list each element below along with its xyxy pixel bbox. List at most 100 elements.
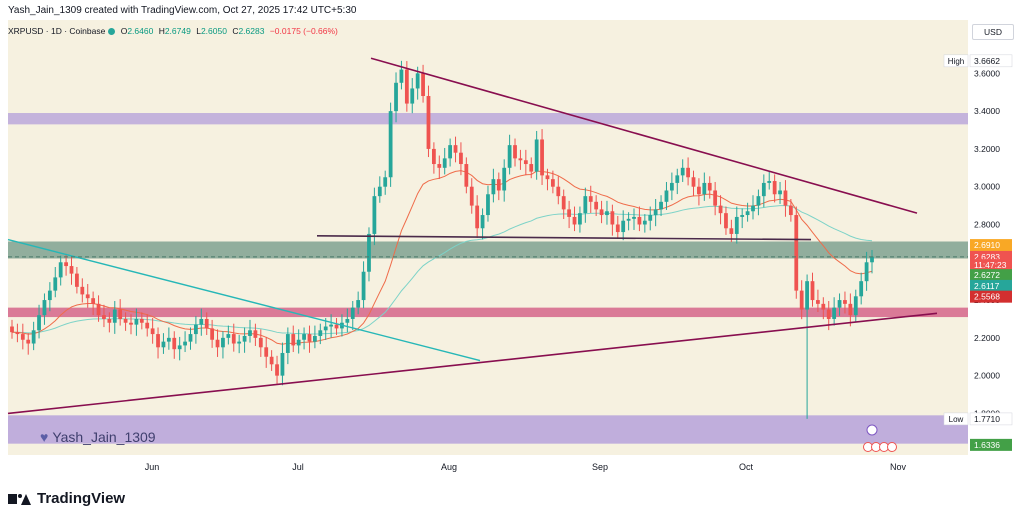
candle-body: [112, 309, 117, 323]
candle-body: [843, 300, 847, 304]
candle-body: [724, 213, 728, 229]
y-tick-label: 3.2000: [974, 144, 1000, 154]
candle-body: [269, 356, 274, 365]
candle-body: [453, 145, 458, 153]
candle-body: [653, 209, 658, 216]
x-tick-label: Aug: [441, 462, 457, 472]
candle-body: [118, 309, 123, 319]
cyan-trendline: [7, 238, 481, 362]
candle-body: [150, 328, 155, 335]
tradingview-logo[interactable]: TradingView: [8, 490, 125, 507]
candle-body: [383, 177, 388, 187]
candle-body: [513, 145, 517, 159]
candle-body: [540, 139, 544, 176]
candle-body: [523, 160, 528, 165]
candle-body: [26, 339, 31, 344]
candle-body: [572, 216, 577, 225]
candle-body: [669, 182, 674, 191]
candle-body: [129, 322, 133, 325]
candle-body: [480, 215, 485, 229]
price-label-value: 2.6910: [974, 240, 1000, 250]
candle-body: [805, 281, 809, 310]
candle-body: [313, 335, 317, 342]
candle-body: [285, 334, 290, 353]
candle-body: [37, 315, 41, 331]
price-label-box: [970, 239, 1012, 252]
candle-body: [80, 286, 85, 295]
market-status-icon: [108, 28, 116, 35]
candle-body: [778, 190, 782, 195]
candle-body: [686, 167, 690, 178]
candle-body: [816, 300, 820, 304]
candle-body: [556, 186, 561, 197]
candle-body: [550, 179, 555, 187]
price-label-value: 3.6662: [974, 56, 1000, 66]
candle-body: [372, 196, 377, 234]
candle-body: [675, 175, 680, 183]
candle-body: [426, 96, 431, 149]
zone-resistance: [8, 113, 968, 125]
candle-body: [718, 205, 723, 214]
candle-body: [145, 322, 150, 329]
candle-body: [177, 345, 182, 350]
price-label-value: 2.5568: [974, 292, 1000, 302]
candle-body: [502, 167, 507, 191]
price-label-box: [970, 290, 1012, 303]
price-label-box: [969, 412, 1013, 426]
candle-body: [166, 337, 171, 342]
candle-body: [350, 307, 355, 319]
candle-body: [329, 324, 334, 327]
candle-body: [697, 186, 701, 195]
price-label-box: [970, 259, 1012, 272]
candle-body: [561, 196, 566, 210]
candle-body: [302, 334, 306, 340]
ticker-line: XRPUSD · 1D · Coinbase O2.6460 H2.6749 L…: [8, 26, 338, 36]
candle-body: [31, 330, 36, 344]
x-tick-label: Sep: [592, 462, 608, 472]
candle-body: [296, 339, 301, 346]
candle-body: [594, 201, 599, 210]
price-tag-text: High: [948, 57, 964, 66]
price-tag-label: [943, 412, 969, 426]
candle-body: [588, 196, 593, 202]
dividend-event-icon: [866, 424, 878, 436]
candle-body: [404, 69, 409, 104]
candle-body: [442, 158, 447, 168]
price-axis: [968, 20, 1016, 455]
candle-body: [626, 218, 631, 221]
candle-body: [648, 215, 653, 221]
candle-body: [415, 73, 420, 89]
y-tick-label: 2.0000: [974, 371, 1000, 381]
candle-body: [248, 330, 252, 336]
price-tag-text: Low: [949, 415, 964, 424]
price-label-value: 2.6117: [974, 281, 1000, 291]
candle-body: [545, 175, 550, 180]
symbol-label[interactable]: XRPUSD · 1D · Coinbase: [8, 26, 106, 36]
ascending-trendline: [7, 312, 938, 415]
candle-body: [788, 205, 793, 216]
y-tick-label: 3.6000: [974, 68, 1000, 78]
candle-body: [810, 281, 815, 301]
candle-body: [691, 177, 696, 187]
earnings-event-icon: [887, 442, 897, 452]
candle-body: [20, 334, 25, 340]
candle-body: [42, 300, 47, 316]
candle-body: [740, 215, 745, 217]
candle-body: [772, 181, 777, 195]
candle-body: [388, 111, 393, 178]
currency-selector[interactable]: USD: [972, 24, 1014, 40]
candle-body: [734, 216, 739, 234]
candle-body: [864, 262, 869, 282]
candle-body: [231, 334, 236, 344]
candle-body: [253, 330, 258, 338]
candle-body: [637, 216, 642, 225]
candle-body: [280, 352, 285, 376]
price-label-value: 2.6272: [974, 270, 1000, 280]
candle-body: [210, 328, 215, 340]
candle-body: [194, 324, 198, 335]
author-watermark: ♥ Yash_Jain_1309: [40, 429, 156, 445]
candle-body: [15, 332, 20, 335]
candle-body: [399, 69, 404, 83]
candle-body: [204, 318, 209, 329]
